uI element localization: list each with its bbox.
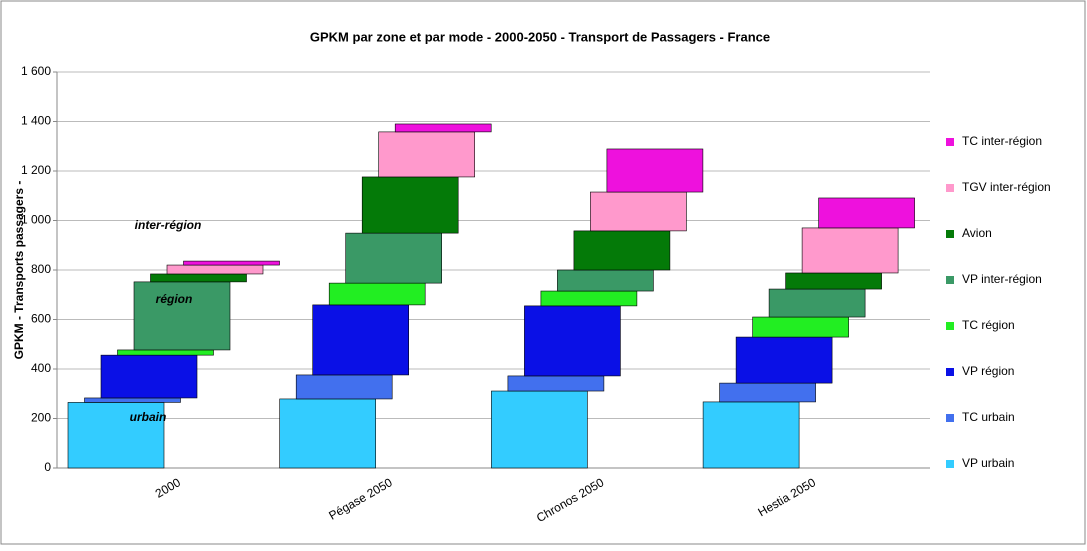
y-tick-label: 1 200: [21, 163, 51, 177]
y-tick-label: 600: [31, 312, 51, 326]
legend-swatch: [946, 460, 954, 468]
bar-segment: [394, 123, 492, 133]
bar-segment: [378, 131, 476, 178]
bar-segment: [166, 264, 264, 275]
annotation: inter-région: [135, 218, 202, 232]
bar-segment: [328, 282, 426, 306]
legend-swatch: [946, 230, 954, 238]
y-tick-label: 1 600: [21, 64, 51, 78]
bar-segment: [67, 402, 165, 469]
bar-segment: [557, 269, 654, 292]
y-axis-title: GPKM - Transports passagers -: [12, 181, 26, 360]
bar-segment: [801, 227, 899, 274]
y-tick-label: 1 400: [21, 114, 51, 128]
bar-segment: [540, 290, 638, 307]
bar-segment: [133, 281, 231, 351]
bar-segment: [312, 304, 410, 376]
bar-segment: [752, 316, 849, 338]
legend-label: VP urbain: [962, 456, 1014, 470]
legend-swatch: [946, 414, 954, 422]
bar-segment: [785, 272, 882, 290]
chart-title: GPKM par zone et par mode - 2000-2050 - …: [310, 29, 770, 44]
legend-label: TC région: [962, 318, 1015, 332]
bar-segment: [507, 375, 605, 392]
y-tick-label: 400: [31, 361, 51, 375]
legend-label: VP région: [962, 364, 1014, 378]
legend-label: TC urbain: [962, 410, 1015, 424]
annotation: urbain: [130, 410, 167, 424]
legend-swatch: [946, 368, 954, 376]
legend-label: TGV inter-région: [962, 180, 1051, 194]
bar-segment: [768, 288, 866, 318]
bar-segment: [279, 398, 377, 469]
legend-swatch: [946, 276, 954, 284]
y-tick-label: 0: [44, 460, 51, 474]
annotation: région: [156, 292, 193, 306]
bar-segment: [100, 354, 198, 399]
y-tick-label: 800: [31, 262, 51, 276]
bar-segment: [295, 374, 393, 400]
legend-swatch: [946, 322, 954, 330]
bar-segment: [702, 401, 800, 469]
legend-label: VP inter-région: [962, 272, 1042, 286]
bar-segment: [183, 260, 280, 266]
bar-segment: [573, 230, 671, 271]
bar-segment: [590, 191, 687, 232]
y-tick-label: 200: [31, 411, 51, 425]
y-tick-label: 1 000: [21, 213, 51, 227]
legend-label: Avion: [962, 226, 992, 240]
legend-swatch: [946, 184, 954, 192]
bar-segment: [84, 397, 181, 403]
bar-segment: [606, 148, 704, 193]
bar-segment: [150, 273, 247, 283]
bar-segment: [719, 382, 816, 403]
bar-segment: [524, 305, 621, 377]
bar-segment: [361, 176, 459, 234]
bar-segment: [117, 349, 214, 356]
legend-label: TC inter-région: [962, 134, 1042, 148]
bar-segment: [735, 336, 833, 384]
bar-segment: [818, 197, 915, 229]
bar-segment: [491, 390, 588, 469]
legend-swatch: [946, 138, 954, 146]
bar-segment: [345, 232, 443, 284]
